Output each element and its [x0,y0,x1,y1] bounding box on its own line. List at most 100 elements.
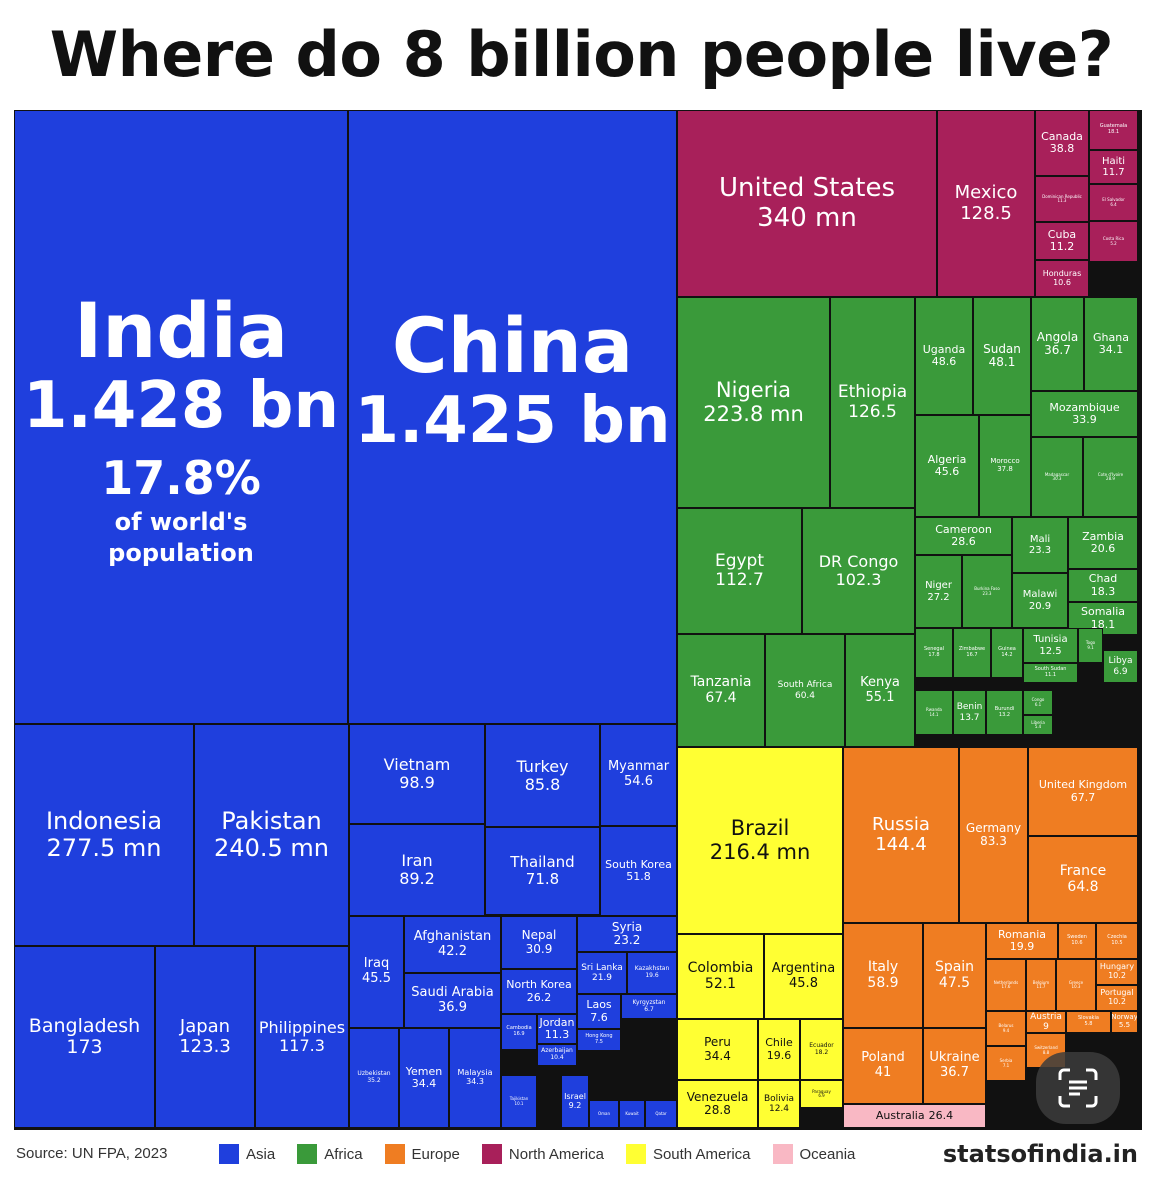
cell-label: South Africa [777,680,833,691]
cell-ecuador: Ecuador 18.2 [800,1019,843,1080]
cell-value: 7.6 [590,1010,608,1024]
cell-label: Italy [867,958,899,975]
cell-value: 83.3 [980,834,1007,848]
cell-cambodia: Cambodia 16.9 [501,1014,537,1050]
cell-norway: Norway 5.5 [1111,1011,1138,1033]
cell-value: 19.9 [1009,940,1035,953]
cell-label: Sudan [983,341,1021,356]
cell-value: 23.3 [1028,545,1052,556]
cell-label: Kenya [860,674,900,690]
cell-japan: Japan 123.3 [155,946,255,1128]
cell-value: 36.7 [1044,343,1071,357]
chart-title: Where do 8 billion people live? [49,18,1114,91]
cell-value: 5.8 [1084,1021,1093,1027]
cell-value: 38.8 [1049,142,1075,155]
cell-chad: Chad 18.3 [1068,569,1138,602]
cell-value: 48.1 [988,355,1016,369]
text-scan-icon[interactable] [1036,1052,1120,1124]
cell-label: Brazil [730,815,790,840]
cell-label: China [391,301,634,390]
cell-label: South Korea [605,857,672,871]
cell-value: 13.7 [959,712,980,723]
cell-value: 12.4 [768,1104,790,1114]
cell-label: Tunisia [1033,634,1068,646]
cell-algeria: Algeria 45.6 [915,415,979,517]
cell-label: Kyrgyzstan [632,998,666,1006]
cell-value: 10.2 [1108,971,1126,980]
cell-value: 21.9 [591,973,613,983]
cell-label: Uzbekistan [357,1070,391,1078]
cell-label: United Kingdom [1038,778,1128,792]
cell-value: 28.9 [1106,476,1115,481]
cell-tunisia: Tunisia 12.5 [1023,628,1078,663]
cell-value: 14.1 [929,711,939,717]
cell-label: Mali [1029,533,1051,545]
scan-glyph [1058,1068,1098,1108]
cell-label: Iran [401,851,433,871]
cell-label: Philippines [258,1018,346,1038]
world-share-caption: of world's [114,507,248,536]
cell-label: Cuba [1047,227,1077,241]
cell-value: 7.1 [1002,1062,1010,1068]
legend-swatch [384,1144,405,1164]
cell-russia: Russia 144.4 [843,747,959,923]
cell-value: 277.5 mn [46,834,162,862]
cell-value: 60.4 [794,690,816,701]
cell-value: 23.2 [613,933,641,947]
legend-swatch [297,1144,318,1164]
cell-value: 117.3 [279,1036,325,1055]
cell-label: Portugal [1100,988,1134,998]
cell-label: Greece [1068,979,1084,985]
cell-senegal: Senegal 17.8 [915,628,953,678]
cell-value: 51.8 [626,870,651,883]
legend: Asia Africa Europe North America South Ameri… [219,1144,877,1164]
cell-label: Malaysia [457,1068,493,1078]
cell-value: 18.1 [1107,129,1120,135]
cell-belarus: Belarus 9.4 [986,1011,1026,1046]
cell-zimbabwe: Zimbabwe 16.7 [953,628,991,678]
cell-label: Vietnam [383,755,451,775]
cell-label: Paraguay [812,1088,831,1094]
cell-label: India [73,286,289,375]
cell-peru: Peru 34.4 [677,1019,758,1080]
cell-malawi: Malawi 20.9 [1012,573,1068,628]
brand-watermark: statsofindia.in [942,1140,1138,1168]
cell-angola: Angola 36.7 [1031,297,1084,391]
cell-burundi: Burundi 13.2 [986,690,1023,735]
cell-label: Israel [564,1091,586,1101]
cell-syria: Syria 23.2 [577,916,677,952]
cell-value: 19.6 [645,972,659,979]
cell-value: 45.6 [934,465,960,478]
cell-label: Haiti [1101,155,1126,167]
cell-dominican-republic: Dominican Republic 11.3 [1035,176,1089,222]
cell-value: 58.9 [867,974,899,991]
cell-label: Morocco [990,457,1020,466]
cell-value: 11.1 [1044,672,1057,678]
cell-value: 28.8 [704,1103,731,1117]
cell-label: Belgium [1032,979,1050,985]
cell-value: 13.2 [998,711,1011,718]
cell-thailand: Thailand 71.8 [485,827,600,915]
cell-value: 1.425 bn [354,383,671,458]
cell-label: Turkey [516,756,569,776]
cell-label: Jordan [539,1015,575,1029]
cell-value: 98.9 [399,773,435,792]
cell-label: Tajikistan [509,1096,529,1102]
cell-value: 48.6 [931,355,957,368]
cell-morocco: Morocco 37.8 [979,415,1031,517]
cell-value: 23.3 [982,590,992,596]
cell-label: El Salvador [1102,197,1125,203]
cell-value: 7.5 [595,1039,603,1045]
cell-value: 89.2 [399,869,435,888]
cell-guatemala: Guatemala 18.1 [1089,110,1138,150]
cell-value: 36.9 [438,999,467,1015]
cell-value: 144.4 [875,834,927,855]
cell-label: Bolivia [763,1093,795,1104]
cell-label: Hungary [1099,962,1135,972]
cell-ukraine: Ukraine 36.7 [923,1028,986,1104]
cell-label: Argentina [771,960,836,976]
legend-swatch [219,1144,239,1164]
cell-serbia: Serbia 7.1 [986,1046,1026,1081]
cell-label: Australia [875,1108,925,1122]
cell-label: Syria [611,919,643,934]
